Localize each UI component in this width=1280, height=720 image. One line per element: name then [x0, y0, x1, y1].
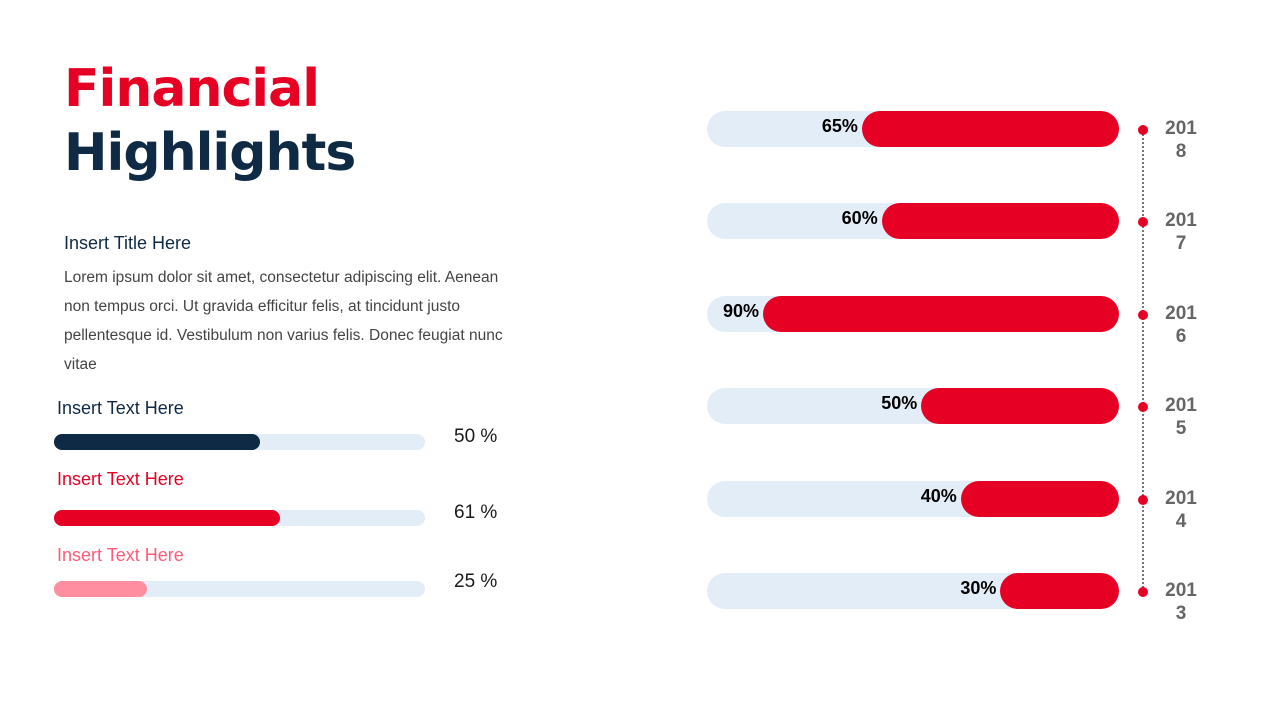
- data-label: 30%: [960, 578, 997, 598]
- bar-track: [707, 203, 1119, 240]
- chart-row: 50%: [707, 388, 1177, 425]
- year-label: 2015: [1165, 395, 1197, 440]
- progress-label: Insert Text Here: [57, 545, 184, 565]
- progress-value: 61 %: [454, 502, 498, 523]
- data-label: 65%: [821, 116, 858, 136]
- section-subtitle: Insert Title Here: [64, 233, 192, 253]
- year-label: 2014: [1165, 487, 1197, 532]
- year-label: 2016: [1165, 302, 1197, 347]
- progress-fill: [54, 510, 281, 526]
- progress-label: Insert Text Here: [57, 469, 184, 489]
- progress-value: 25 %: [454, 571, 498, 592]
- bar-track: [707, 295, 1119, 332]
- progress-track: [54, 510, 425, 526]
- progress-track: [54, 434, 425, 450]
- data-label: 90%: [723, 300, 760, 321]
- bar-track: [707, 388, 1119, 425]
- chart-row: 90%: [707, 295, 1177, 332]
- timeline-dotted-line: [1142, 130, 1144, 596]
- year-label: 2013: [1165, 580, 1197, 624]
- chart-row: 60%: [707, 203, 1177, 240]
- bar-track: [707, 480, 1119, 517]
- year-label: 2017: [1165, 210, 1197, 255]
- timeline-dot: [1138, 125, 1148, 135]
- timeline-dot: [1138, 217, 1148, 228]
- chart-row: 30%: [707, 573, 1177, 609]
- bar-track: [707, 111, 1119, 147]
- chart-row: 40%: [707, 480, 1177, 517]
- bar-2014: [960, 480, 1119, 517]
- title-highlights: Highlights: [64, 123, 356, 183]
- year-label: 2018: [1165, 118, 1197, 162]
- data-label: 50%: [881, 393, 918, 414]
- bar-track: [707, 573, 1119, 609]
- chart-row: 65%: [707, 111, 1177, 147]
- timeline-dot: [1138, 402, 1148, 413]
- timeline-dot: [1138, 309, 1148, 320]
- progress-fill: [54, 581, 147, 597]
- timeline-dot: [1138, 587, 1148, 597]
- bar-2015: [921, 388, 1119, 425]
- timeline-dot: [1138, 494, 1148, 505]
- data-label: 40%: [920, 485, 957, 506]
- bar-2013: [1000, 573, 1119, 609]
- bar-2018: [861, 111, 1119, 147]
- progress-value: 50 %: [454, 426, 498, 447]
- data-label: 60%: [841, 208, 878, 229]
- body-paragraph: Lorem ipsum dolor sit amet, consectetur …: [64, 269, 503, 373]
- bar-2017: [881, 203, 1119, 240]
- progress-fill: [54, 434, 260, 450]
- progress-label: Insert Text Here: [57, 398, 184, 418]
- title-financial: Financial: [64, 59, 320, 119]
- bar-2016: [763, 295, 1119, 332]
- progress-track: [54, 581, 425, 597]
